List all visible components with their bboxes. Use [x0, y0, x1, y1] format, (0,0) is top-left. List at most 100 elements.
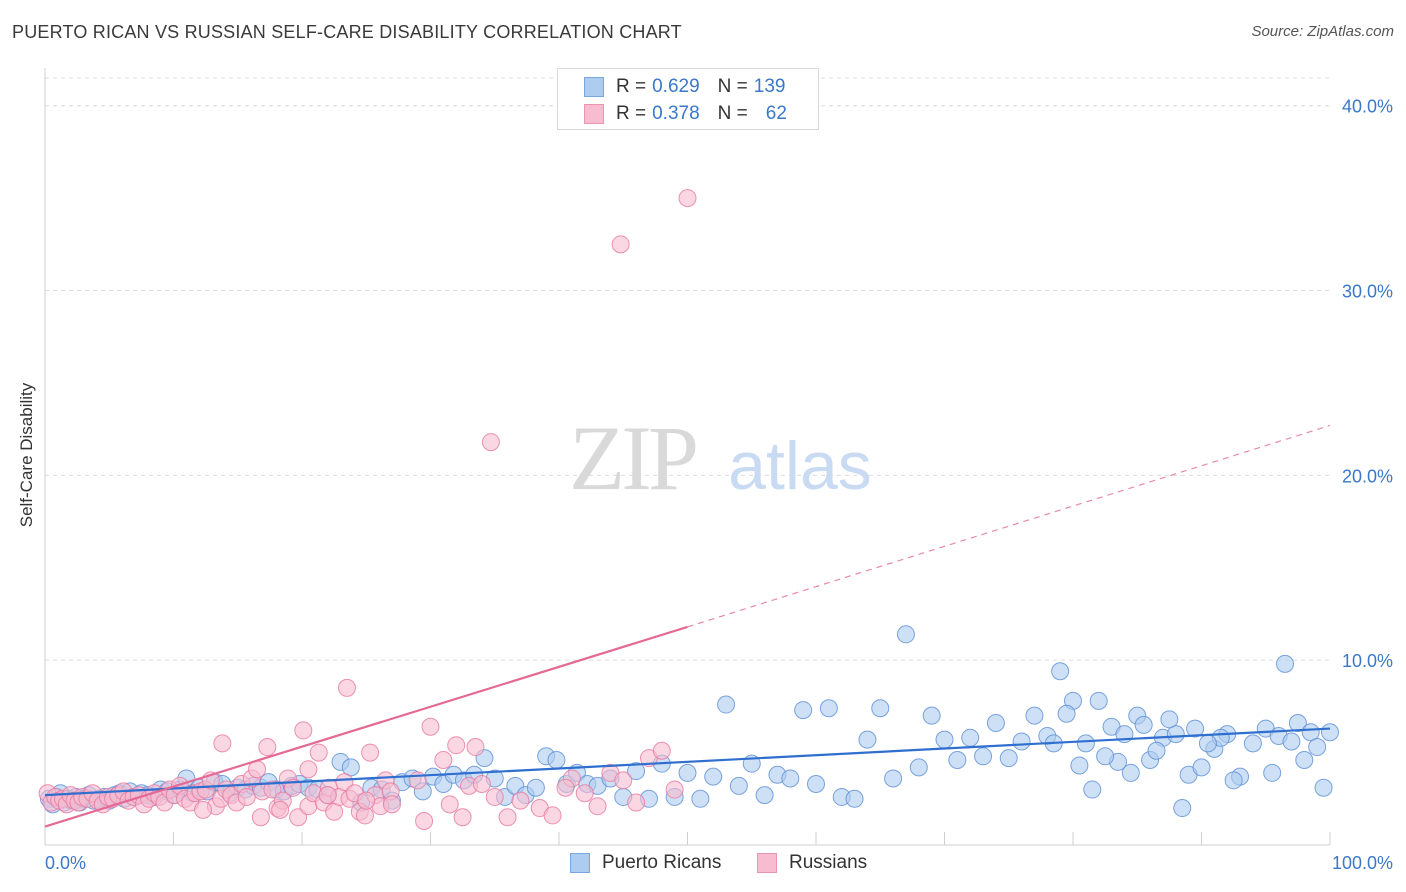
data-point [543, 806, 562, 825]
data-point [1147, 741, 1166, 760]
data-point [858, 730, 877, 749]
data-point [526, 778, 545, 797]
correlation-legend: R = 0.629 N = 139 R = 0.378 N = 62 [557, 68, 819, 130]
data-point [1321, 723, 1339, 742]
data-point [1121, 763, 1140, 782]
data-point [922, 706, 941, 725]
legend-swatch-blue [584, 77, 604, 97]
data-point [263, 780, 282, 799]
y-tick-labels: 10.0% 20.0% 30.0% 40.0% [1342, 97, 1393, 671]
data-point [481, 433, 500, 452]
gridlines [45, 77, 1330, 661]
data-point [807, 775, 825, 794]
series-russians [38, 189, 697, 830]
legend-n-value: 139 [753, 76, 786, 97]
data-point [665, 780, 684, 799]
data-point [575, 784, 594, 803]
data-point [1282, 732, 1301, 751]
y-axis-label: Self-Care Disability [17, 382, 36, 528]
data-point [194, 800, 213, 819]
data-point [1012, 732, 1031, 751]
data-point [652, 741, 671, 760]
data-point [935, 730, 954, 749]
legend-r-value: 0.378 [652, 103, 700, 124]
data-point [896, 625, 915, 644]
data-point [794, 701, 813, 720]
data-point [1173, 799, 1192, 818]
data-point [1057, 704, 1076, 723]
trend-line-russians [44, 625, 688, 828]
data-point [337, 678, 356, 697]
data-point [1192, 758, 1211, 777]
data-point [472, 775, 491, 794]
x-tick-labels: 0.0% 100.0% [45, 853, 1393, 873]
data-point [1089, 691, 1108, 710]
data-point [547, 750, 566, 769]
watermark-zip: ZIP [569, 407, 696, 509]
x-tick-label-max: 100.0% [1332, 853, 1393, 873]
y-tick-label: 40.0% [1342, 97, 1393, 117]
legend-r-value: 0.629 [652, 76, 700, 97]
data-point [1134, 715, 1153, 734]
data-point [884, 769, 903, 788]
y-tick-label: 20.0% [1342, 466, 1393, 486]
data-point [237, 787, 256, 806]
data-points [38, 189, 1339, 830]
y-tick-label: 10.0% [1342, 651, 1393, 671]
data-point [1263, 763, 1282, 782]
legend-label: Russians [789, 852, 868, 873]
data-point [1314, 778, 1333, 797]
data-point [1276, 654, 1295, 673]
data-point [258, 738, 277, 757]
data-point [318, 786, 337, 805]
data-point [447, 736, 466, 755]
bottom-legend-russians: Russians [757, 852, 867, 874]
data-point [755, 786, 774, 805]
data-point [1051, 662, 1070, 681]
data-point [948, 750, 967, 769]
data-point [299, 760, 318, 779]
legend-row-russians: R = 0.378 N = 62 [584, 103, 787, 125]
data-point [485, 787, 504, 806]
data-point [289, 808, 308, 827]
bottom-legend-puerto-ricans: Puerto Ricans [570, 852, 721, 874]
data-point [357, 791, 376, 810]
data-point [961, 728, 980, 747]
data-point [819, 699, 838, 718]
legend-n-value: 62 [765, 103, 787, 124]
data-point [691, 789, 710, 808]
legend-n-label: N = [717, 76, 748, 97]
data-point [466, 738, 485, 757]
data-point [627, 793, 646, 812]
y-tick-label: 30.0% [1342, 282, 1393, 302]
data-point [251, 808, 270, 827]
data-point [1288, 714, 1307, 733]
legend-swatch-blue [570, 853, 590, 873]
data-point [556, 778, 575, 797]
data-point [1295, 750, 1314, 769]
legend-r-label: R = [616, 76, 647, 97]
data-point [415, 811, 434, 830]
data-point [1096, 747, 1115, 766]
source-label: Source: ZipAtlas.com [1251, 23, 1394, 40]
x-tick-label-min: 0.0% [45, 853, 86, 873]
data-point [845, 789, 864, 808]
data-point [271, 800, 290, 819]
data-point [909, 758, 928, 777]
axes [44, 68, 1331, 846]
trend-lines [44, 424, 1331, 828]
data-point [614, 771, 633, 790]
data-point [1070, 756, 1089, 775]
data-point [309, 743, 328, 762]
data-point [453, 808, 472, 827]
data-point [704, 767, 723, 786]
legend-r-label: R = [616, 103, 647, 124]
data-point [421, 717, 440, 736]
data-point [361, 743, 380, 762]
data-point [1076, 734, 1095, 753]
legend-swatch-pink [757, 853, 777, 873]
data-point [1160, 710, 1179, 729]
data-point [1186, 719, 1205, 738]
trend-line-puerto-ricans [44, 727, 1331, 797]
